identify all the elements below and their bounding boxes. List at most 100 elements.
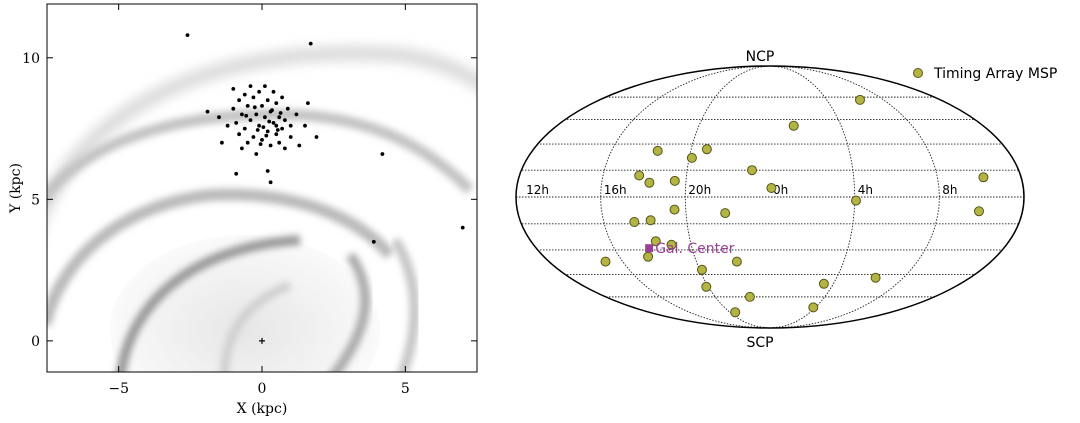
ra-tick-label: 4h xyxy=(858,183,873,197)
msp-point xyxy=(600,256,611,267)
msp-points-layer xyxy=(600,94,989,318)
msp-point xyxy=(645,215,656,226)
pulsar-point xyxy=(234,121,239,125)
pulsar-point xyxy=(274,101,279,105)
msp-point xyxy=(686,152,697,163)
meridian-line xyxy=(684,65,771,329)
pulsar-point xyxy=(242,126,247,131)
pulsar-point xyxy=(242,92,247,97)
y-tick-label: 10 xyxy=(22,51,40,67)
pulsar-point xyxy=(297,143,302,148)
pulsar-point xyxy=(280,126,284,131)
pulsar-point xyxy=(270,108,274,113)
pulsar-point xyxy=(244,113,249,118)
msp-point xyxy=(788,120,799,131)
pulsar-point xyxy=(271,121,276,125)
msp-point xyxy=(808,302,819,313)
msp-point xyxy=(652,145,663,156)
msp-point xyxy=(669,204,680,215)
pulsar-point xyxy=(255,128,260,132)
msp-point xyxy=(730,307,741,318)
pulsar-point xyxy=(245,104,250,108)
msp-point xyxy=(697,264,707,275)
pulsar-point xyxy=(245,140,250,145)
spiral-arm-background xyxy=(47,46,477,372)
pulsar-point xyxy=(251,95,256,100)
pulsar-point xyxy=(271,89,276,94)
pulsar-point xyxy=(257,89,261,94)
pulsar-point xyxy=(257,123,261,128)
pulsar-point xyxy=(303,123,307,128)
legend-marker xyxy=(913,68,923,78)
galactic-map-panel: −5 0 5 0 5 10 X (kpc) Y (kpc) xyxy=(8,3,478,417)
pulsar-point xyxy=(288,135,293,139)
msp-point xyxy=(870,272,881,283)
msp-point xyxy=(643,251,654,262)
msp-point xyxy=(744,291,755,302)
pulsar-point xyxy=(285,106,290,111)
pulsar-point xyxy=(240,146,244,151)
pulsar-point xyxy=(277,140,282,145)
sky-map-grid xyxy=(516,96,1024,298)
pulsar-point xyxy=(265,169,270,173)
pulsar-point xyxy=(306,101,310,105)
pulsar-point xyxy=(283,118,287,122)
pulsar-point xyxy=(248,118,253,122)
pulsar-point xyxy=(263,84,267,88)
pulsar-point xyxy=(371,239,376,244)
y-axis-ticks: 0 5 10 xyxy=(22,51,477,350)
msp-point xyxy=(669,175,680,186)
msp-point xyxy=(974,206,984,217)
pulsar-point xyxy=(314,135,319,139)
x-axis-label: X (kpc) xyxy=(237,401,288,417)
pulsar-point xyxy=(280,95,284,100)
pulsar-point xyxy=(248,84,253,88)
pulsar-point xyxy=(267,119,272,124)
pulsar-point xyxy=(460,225,465,230)
gal-center-marker xyxy=(645,244,654,253)
gal-center-annotation-group: Gal. Center xyxy=(645,241,735,257)
pulsar-point xyxy=(265,98,270,103)
meridian-line xyxy=(769,65,940,329)
pulsar-point xyxy=(294,112,299,117)
pulsar-point xyxy=(258,142,263,147)
pulsar-point xyxy=(205,109,210,114)
ra-tick-label: 12h xyxy=(526,183,549,197)
pulsar-point xyxy=(275,128,280,132)
pulsar-point xyxy=(274,132,279,137)
legend: Timing Array MSP xyxy=(913,66,1057,82)
pulsar-point xyxy=(265,129,270,134)
pulsar-point xyxy=(274,123,279,128)
y-tick-label: 5 xyxy=(31,192,40,208)
pulsar-point xyxy=(380,152,385,156)
scp-label: SCP xyxy=(746,335,773,351)
x-tick-label: 0 xyxy=(258,381,267,397)
ra-tick-label: 20h xyxy=(688,183,711,197)
msp-point xyxy=(629,217,640,227)
pulsar-point xyxy=(260,104,264,108)
msp-point xyxy=(978,172,989,183)
pulsar-point xyxy=(231,87,236,91)
ra-tick-labels: 12h 16h 20h 0h 4h 8h xyxy=(526,183,957,197)
x-tick-label: 5 xyxy=(401,381,410,397)
msp-point xyxy=(666,239,677,250)
x-axis-ticks: −5 0 5 xyxy=(108,4,410,397)
msp-point xyxy=(747,165,757,176)
pulsar-point xyxy=(217,115,221,120)
msp-point xyxy=(720,208,731,219)
pulsar-point xyxy=(277,115,282,120)
pulsar-point xyxy=(240,112,244,117)
y-axis-label: Y (kpc) xyxy=(8,163,24,214)
sky-map-boundary xyxy=(515,65,1025,329)
pulsar-point xyxy=(237,98,242,103)
x-tick-label: −5 xyxy=(108,381,129,397)
ra-tick-label: 0h xyxy=(773,183,788,197)
pulsar-point xyxy=(268,180,273,185)
meridian-line xyxy=(769,65,856,329)
msp-point xyxy=(701,281,712,292)
msp-point xyxy=(701,144,712,155)
pulsar-point xyxy=(261,125,266,129)
pulsar-point xyxy=(263,115,267,120)
msp-point xyxy=(650,236,661,247)
